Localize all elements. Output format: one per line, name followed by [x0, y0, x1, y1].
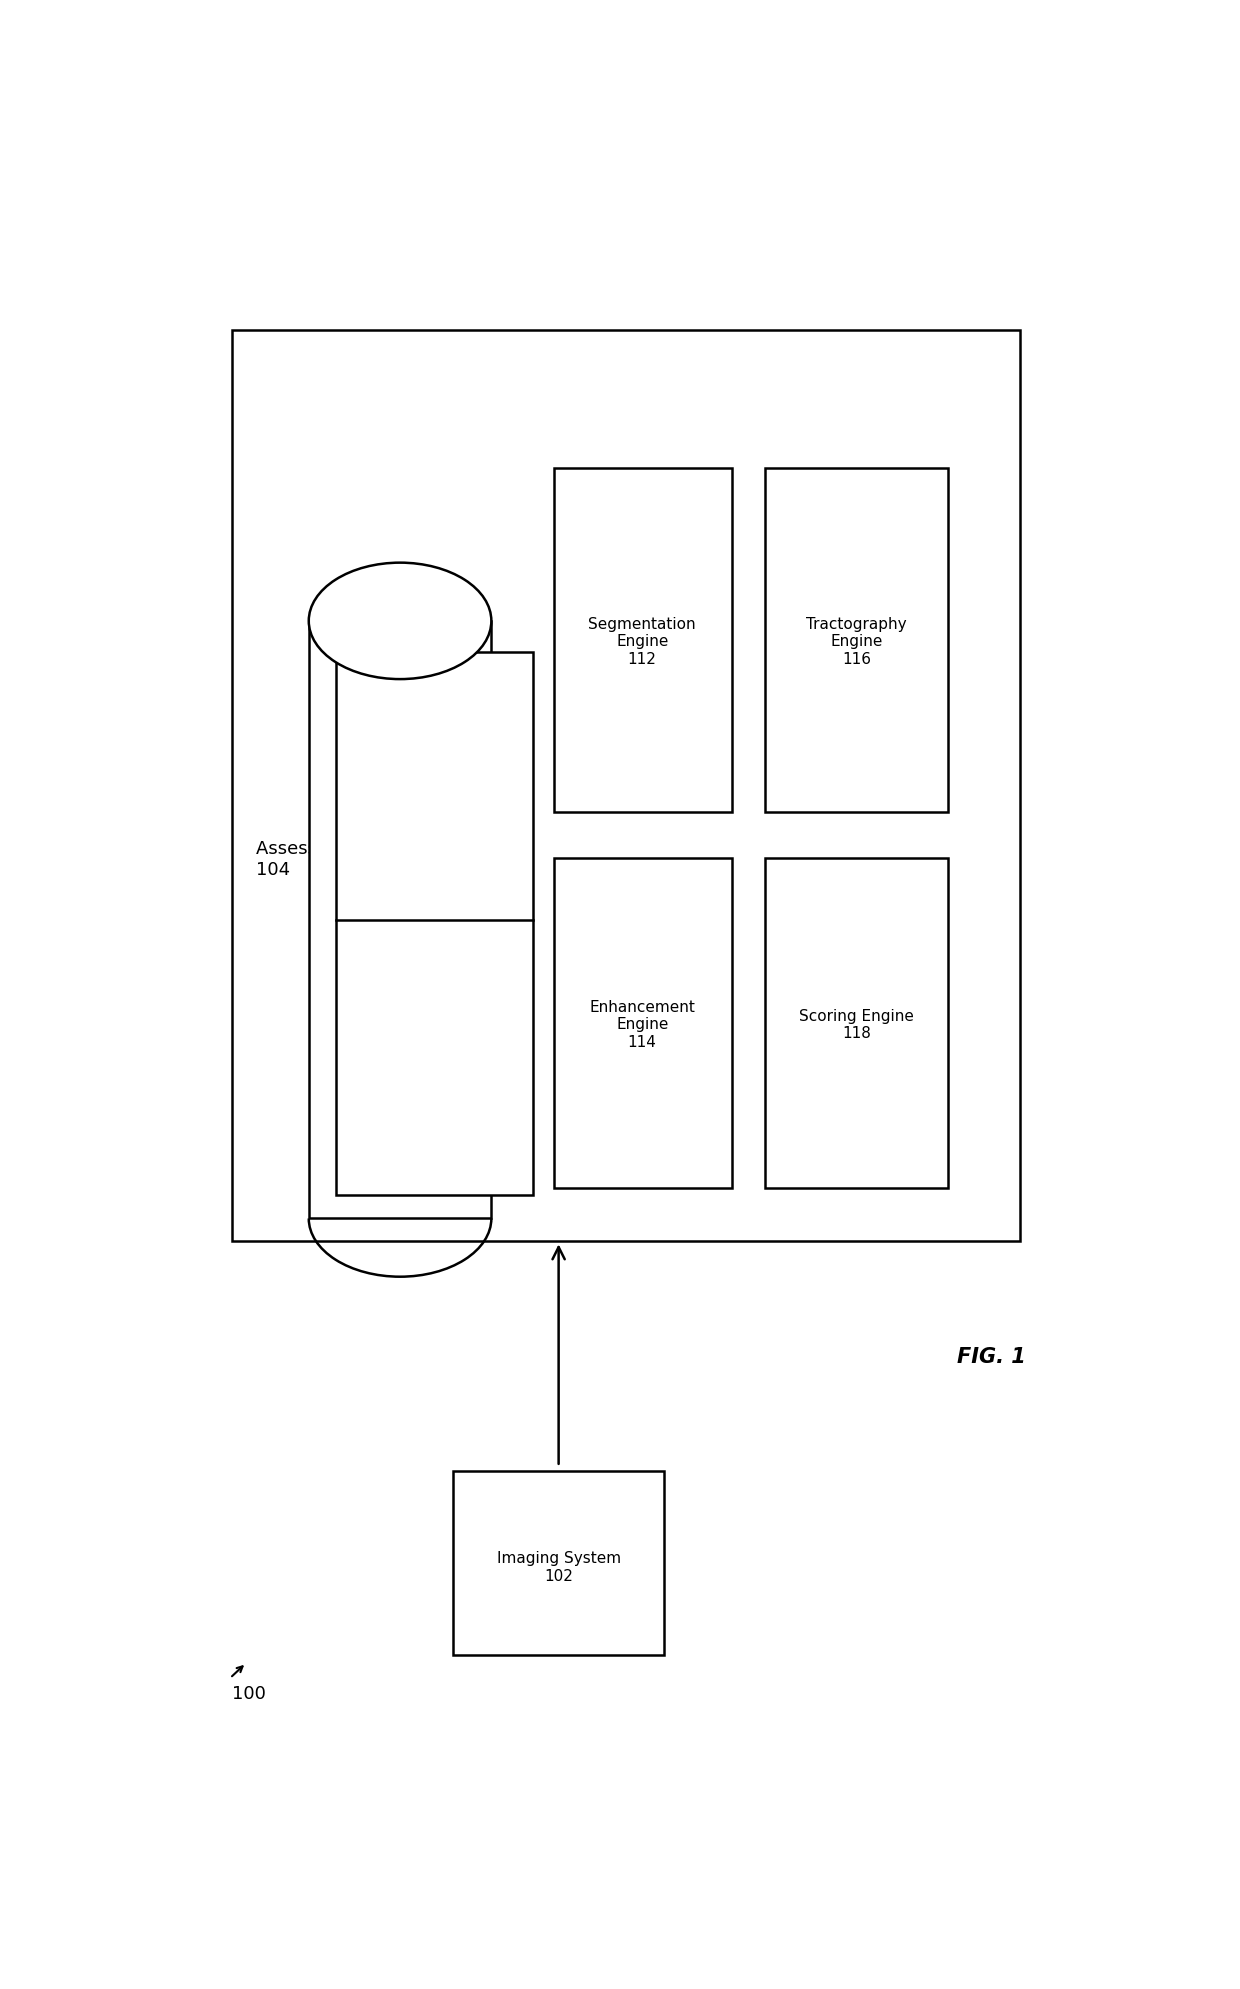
FancyBboxPatch shape: [309, 621, 491, 1219]
FancyBboxPatch shape: [453, 1472, 665, 1655]
Text: Tractography
Engine
116: Tractography Engine 116: [806, 617, 906, 666]
Text: Enhancement
Engine
114: Enhancement Engine 114: [589, 998, 696, 1050]
FancyBboxPatch shape: [554, 469, 732, 814]
FancyBboxPatch shape: [336, 652, 533, 1195]
Text: 106: 106: [342, 911, 377, 929]
FancyBboxPatch shape: [765, 469, 947, 814]
FancyBboxPatch shape: [232, 330, 1019, 1241]
Text: FIG. 1: FIG. 1: [957, 1347, 1025, 1366]
FancyBboxPatch shape: [554, 859, 732, 1187]
Text: Anatomical Image
Records
108: Anatomical Image Records 108: [368, 734, 501, 784]
Ellipse shape: [309, 563, 491, 680]
Text: Scoring Engine
118: Scoring Engine 118: [799, 1008, 914, 1040]
Text: Imaging System
102: Imaging System 102: [496, 1549, 621, 1583]
Text: 100: 100: [232, 1685, 265, 1703]
Text: Segmentation
Engine
112: Segmentation Engine 112: [589, 617, 696, 666]
FancyBboxPatch shape: [765, 859, 947, 1187]
Text: Diffusion Image
Records
110: Diffusion Image Records 110: [377, 1040, 492, 1090]
Text: Assessment Engine
104: Assessment Engine 104: [255, 839, 432, 879]
